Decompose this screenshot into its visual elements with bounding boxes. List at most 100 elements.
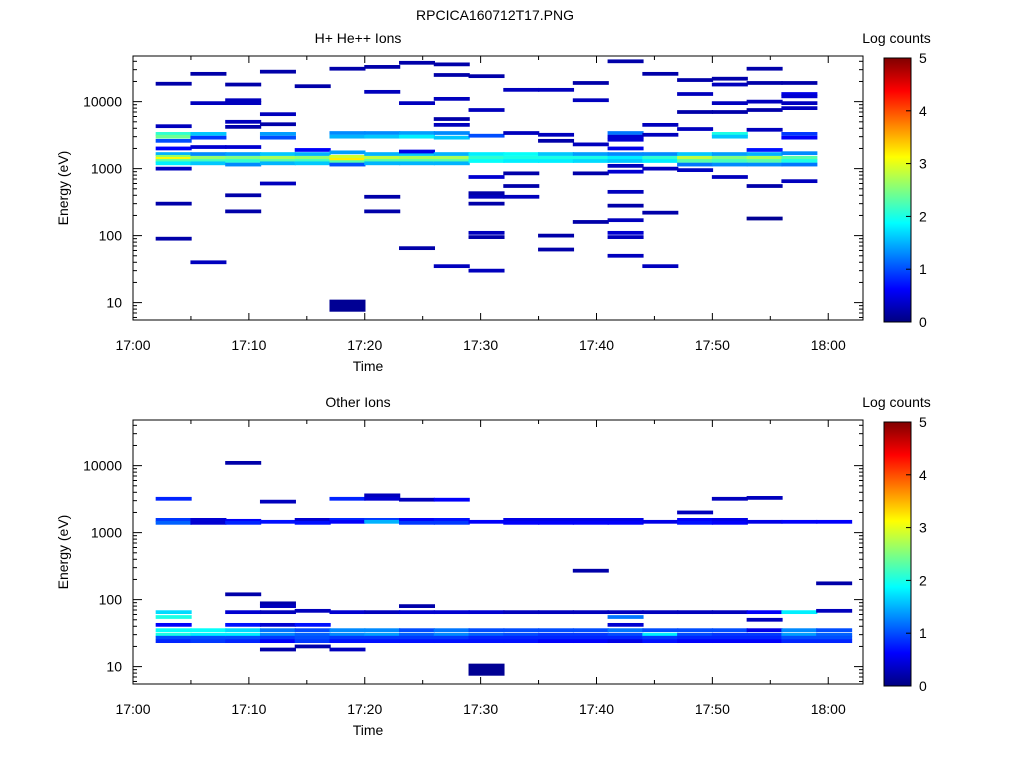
heatmap-bin <box>294 622 331 627</box>
colorbar-tick-label: 2 <box>919 208 927 224</box>
heatmap-bin <box>781 81 818 85</box>
heatmap-bin <box>155 134 192 139</box>
heatmap-bin <box>607 146 644 151</box>
heatmap-bin <box>433 117 470 121</box>
heatmap-bin <box>399 161 436 166</box>
heatmap-bin <box>642 152 679 156</box>
heatmap-bin <box>399 159 436 163</box>
x-tick-label: 17:30 <box>463 337 498 353</box>
heatmap-bin <box>399 134 436 139</box>
heatmap-bin <box>711 162 748 167</box>
heatmap-bin <box>329 639 366 644</box>
heatmap-bin <box>225 82 262 87</box>
heatmap-bin <box>711 632 748 637</box>
heatmap-bin <box>468 519 505 524</box>
heatmap-bin <box>259 601 296 606</box>
heatmap-bin <box>294 628 331 633</box>
heatmap-bin <box>225 124 262 129</box>
colorbar-label: Log counts <box>862 394 931 410</box>
heatmap-bin <box>364 194 401 199</box>
plot-frame <box>132 55 864 321</box>
heatmap-bin <box>538 610 575 615</box>
heatmap-bin <box>364 496 401 501</box>
heatmap-bin <box>399 246 436 251</box>
heatmap-bin <box>711 134 748 139</box>
heatmap-bin <box>259 622 296 627</box>
heatmap-bin <box>433 73 470 77</box>
heatmap-bin <box>781 92 818 96</box>
heatmap-bin <box>399 149 436 154</box>
heatmap-bin <box>538 639 575 644</box>
heatmap-bin <box>433 161 470 166</box>
panel-other-ions: Other Ions 17:00 17:10 17:20 17:30 17:40 17:50… <box>55 394 931 738</box>
heatmap-bin <box>711 76 748 81</box>
y-tick-label: 100 <box>99 228 123 244</box>
colorbar-tick-label: 5 <box>919 50 927 66</box>
heatmap-bin <box>781 155 818 160</box>
heatmap-bin <box>607 155 644 160</box>
y-axis-label: Energy (eV) <box>55 151 71 226</box>
heatmap-bin <box>294 159 331 163</box>
heatmap-bin <box>259 628 296 633</box>
heatmap-bin <box>642 610 679 615</box>
heatmap-bin <box>781 132 818 136</box>
heatmap-bin <box>572 518 609 522</box>
heatmap-bin <box>364 518 401 522</box>
heatmap-bin <box>259 159 296 163</box>
heatmap-bin <box>572 639 609 644</box>
heatmap-bin <box>746 159 783 163</box>
heatmap-bin <box>294 84 331 89</box>
heatmap-bin <box>503 610 540 615</box>
heatmap-bin <box>816 608 853 613</box>
heatmap-bin <box>711 635 748 640</box>
x-tick-label: 17:20 <box>347 701 382 717</box>
heatmap-bin <box>607 518 644 522</box>
heatmap-bin <box>642 159 679 163</box>
heatmap-bin <box>329 647 366 652</box>
heatmap-bin <box>816 632 853 637</box>
heatmap-bin <box>572 81 609 85</box>
heatmap-bin <box>225 592 262 597</box>
heatmap-bin <box>538 138 575 143</box>
heatmap-bin <box>677 110 714 114</box>
heatmap-bin <box>433 628 470 633</box>
heatmap-bin <box>225 639 262 644</box>
heatmap-bin <box>468 230 505 235</box>
heatmap-bin <box>259 610 296 615</box>
y-tick-label: 10000 <box>83 458 122 474</box>
heatmap-bin <box>364 155 401 160</box>
heatmap-bin <box>294 155 331 160</box>
heatmap-bin <box>572 152 609 156</box>
heatmap-bin <box>364 519 401 524</box>
heatmap-bin <box>677 632 714 637</box>
heatmap-bin <box>468 191 505 196</box>
heatmap-bin <box>746 628 783 633</box>
heatmap-bin <box>433 264 470 269</box>
heatmap-bin <box>259 604 296 608</box>
heatmap-bin <box>781 135 818 140</box>
heatmap-bin <box>677 610 714 615</box>
heatmap-bin <box>607 134 644 139</box>
heatmap-bin <box>399 632 436 637</box>
heatmap-bin <box>711 496 748 501</box>
heatmap-bin <box>642 632 679 637</box>
heatmap-bin <box>329 134 366 139</box>
x-tick-label: 17:00 <box>115 337 150 353</box>
heatmap-bin <box>468 632 505 637</box>
heatmap-bin <box>503 87 540 92</box>
heatmap-bin <box>364 639 401 644</box>
heatmap-bin <box>155 81 192 86</box>
heatmap-bin <box>294 644 331 649</box>
heatmap-bin <box>294 161 331 166</box>
heatmap-bin <box>259 122 296 127</box>
heatmap-bin <box>677 518 714 522</box>
heatmap-bin <box>746 617 783 622</box>
heatmap-bin <box>468 194 505 199</box>
heatmap-bin <box>781 628 818 633</box>
heatmap-bin <box>155 236 192 241</box>
heatmap-bin <box>642 132 679 137</box>
heatmap-bin <box>781 639 818 644</box>
heatmap-bin <box>677 520 714 525</box>
heatmap-bin <box>781 179 818 184</box>
heatmap-bin <box>294 635 331 640</box>
